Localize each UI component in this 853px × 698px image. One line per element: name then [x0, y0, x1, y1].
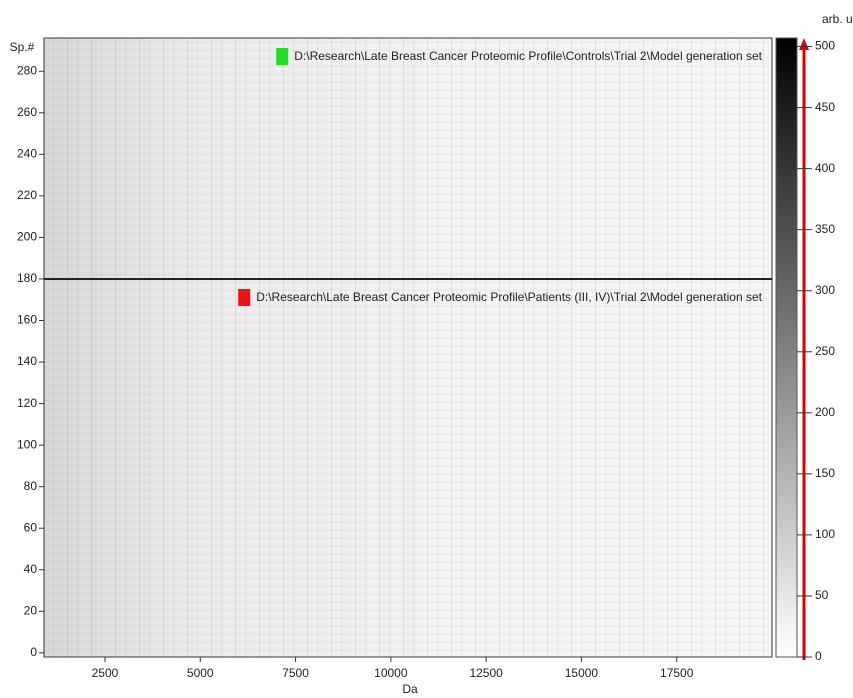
chart: Sp.# Da arb. u. 250050007500100001250015…	[0, 0, 853, 698]
x-axis-label: Da	[402, 682, 418, 696]
x-tick-label: 12500	[469, 666, 503, 680]
y-tick-label: 200	[17, 230, 37, 244]
x-tick-label: 7500	[282, 666, 309, 680]
y-tick-label: 140	[17, 354, 37, 368]
y-tick-label: 100	[17, 437, 37, 451]
colorbar-tick-label: 200	[815, 405, 835, 419]
y-axis-label: Sp.#	[10, 40, 35, 54]
colorbar-tick-label: 500	[815, 39, 835, 53]
y-tick-label: 160	[17, 313, 37, 327]
y-tick-label: 260	[17, 105, 37, 119]
y-tick-label: 60	[24, 520, 38, 534]
gel-view: Sp.# Da arb. u. 250050007500100001250015…	[0, 0, 853, 698]
colorbar-tick-label: 0	[815, 649, 822, 663]
colorbar-tick-label: 300	[815, 283, 835, 297]
y-tick-label: 20	[24, 603, 38, 617]
colorbar-tick-label: 250	[815, 344, 835, 358]
colorbar-tick-label: 100	[815, 527, 835, 541]
colorbar-tick-label: 350	[815, 222, 835, 236]
panel-label: D:\Research\Late Breast Cancer Proteomic…	[256, 290, 762, 304]
x-tick-label: 10000	[374, 666, 408, 680]
plot-frame	[44, 38, 772, 657]
y-tick-label: 40	[24, 562, 38, 576]
colorbar	[776, 38, 797, 657]
arrow-head	[799, 38, 809, 50]
colorbar-tick-label: 400	[815, 161, 835, 175]
x-tick-label: 5000	[187, 666, 214, 680]
y-tick-label: 0	[30, 645, 37, 659]
y-tick-label: 180	[17, 271, 37, 285]
y-tick-label: 280	[17, 63, 37, 77]
colorbar-tick-label: 450	[815, 100, 835, 114]
x-tick-label: 15000	[565, 666, 599, 680]
y-tick-label: 120	[17, 396, 37, 410]
y-tick-label: 80	[24, 479, 38, 493]
panel-label: D:\Research\Late Breast Cancer Proteomic…	[294, 49, 762, 63]
y-tick-label: 240	[17, 146, 37, 160]
panel-color-swatch	[276, 48, 288, 65]
x-tick-label: 2500	[92, 666, 119, 680]
colorbar-tick-label: 150	[815, 466, 835, 480]
colorbar-tick-label: 50	[815, 588, 829, 602]
colorbar-label: arb. u.	[822, 12, 853, 26]
x-tick-label: 17500	[660, 666, 694, 680]
y-tick-label: 220	[17, 188, 37, 202]
panel-color-swatch	[238, 289, 250, 306]
